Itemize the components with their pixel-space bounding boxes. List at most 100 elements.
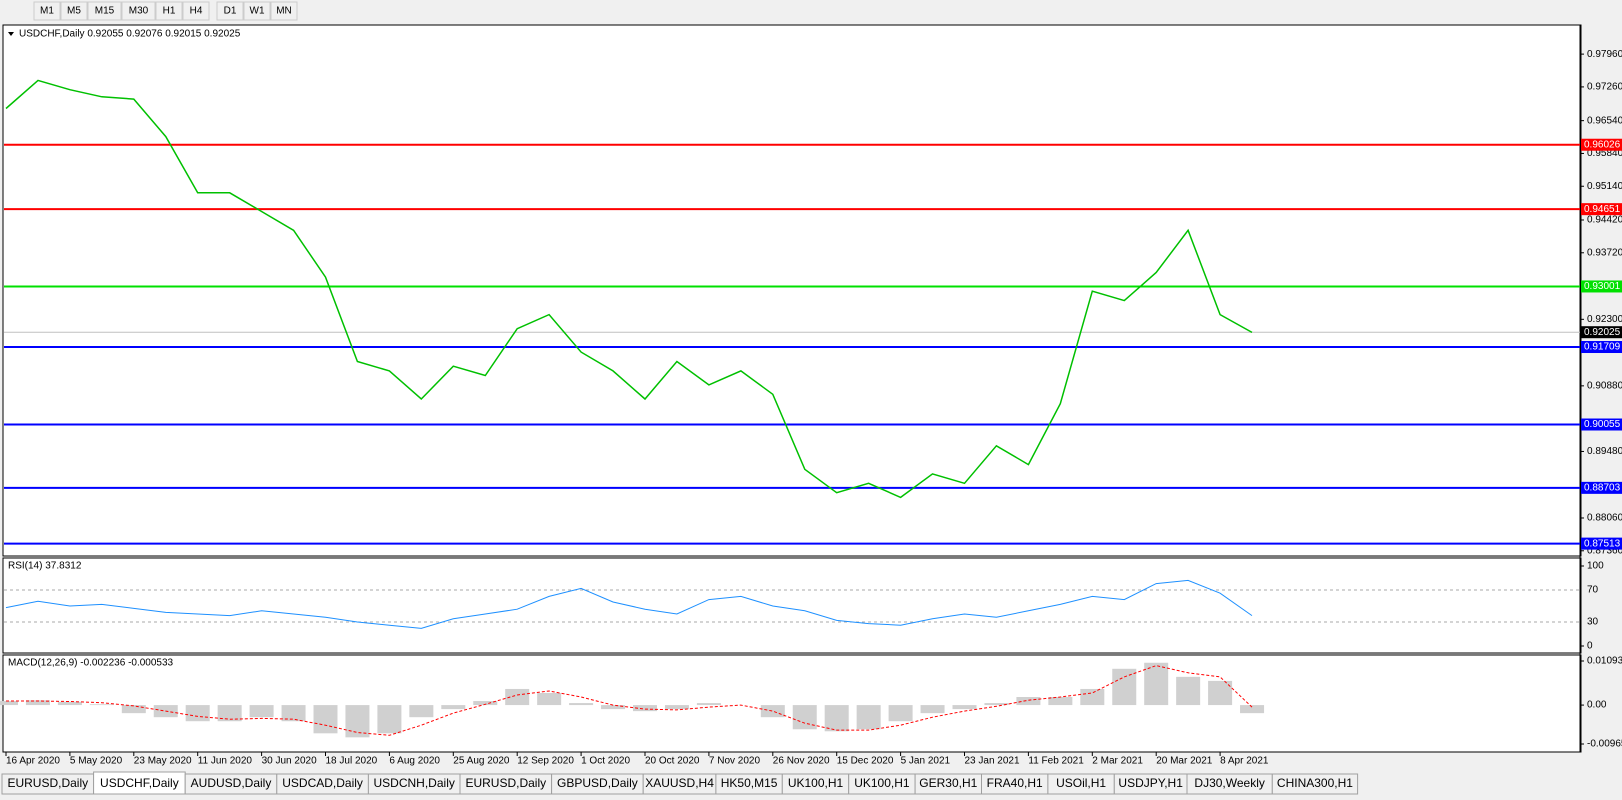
macd-bar — [249, 705, 274, 718]
timeframe-button[interactable] — [243, 1, 271, 21]
tab-label[interactable]: AUDUSD,Daily — [191, 776, 272, 790]
y-tick-label: 0.95840 — [1587, 148, 1622, 159]
menu-arrow — [8, 32, 14, 36]
level-tag — [1581, 280, 1622, 293]
macd-bar — [824, 705, 849, 732]
tab-label[interactable]: DJ30,Weekly — [1194, 776, 1264, 790]
macd-bar — [537, 692, 562, 706]
y-tick-label: 0.87360 — [1587, 545, 1622, 556]
y-tick-label: 30 — [1587, 617, 1599, 628]
timeframe-label[interactable]: M5 — [67, 6, 81, 17]
timeframe-button[interactable] — [182, 1, 210, 21]
macd-bar — [1240, 705, 1265, 714]
level-tag — [1581, 481, 1622, 494]
macd-bar — [888, 705, 913, 722]
tab-label[interactable]: USDCHF,Daily — [100, 776, 179, 790]
level-label: 0.91709 — [1584, 342, 1621, 353]
macd-bar — [217, 705, 242, 722]
timeframe-label[interactable]: M15 — [95, 6, 115, 17]
timeframe-label[interactable]: H4 — [190, 6, 203, 17]
timeframe-button[interactable] — [121, 1, 156, 21]
tab-label[interactable]: CHINA300,H1 — [1277, 776, 1353, 790]
macd-bar — [185, 705, 210, 722]
rsi-label: RSI(14) 37.8312 — [8, 561, 82, 572]
tab-label[interactable]: EURUSD,Daily — [7, 776, 88, 790]
y-tick-label: 0.92300 — [1587, 314, 1622, 325]
x-tick-label: 23 May 2020 — [134, 756, 192, 767]
x-tick-label: 2 Mar 2021 — [1092, 756, 1143, 767]
timeframe-button[interactable] — [270, 1, 298, 21]
y-tick-label: 0.010933 — [1587, 656, 1622, 667]
tab[interactable] — [1271, 773, 1359, 795]
tab-label[interactable]: HK50,M15 — [721, 776, 778, 790]
y-tick-label: 0.88060 — [1587, 513, 1622, 524]
tab-label[interactable]: USDCNH,Daily — [374, 776, 455, 790]
macd-bar — [792, 705, 817, 730]
tab-label[interactable]: UK100,H1 — [854, 776, 910, 790]
level-label: 0.88703 — [1584, 482, 1621, 493]
y-tick-label: 0.95140 — [1587, 181, 1622, 192]
macd-bar — [696, 703, 721, 706]
timeframe-label[interactable]: M30 — [129, 6, 149, 17]
macd-bar — [505, 688, 530, 706]
macd-bar — [89, 704, 114, 706]
x-tick-label: 15 Dec 2020 — [837, 756, 894, 767]
level-tag — [1581, 341, 1622, 354]
level-label: 0.94651 — [1584, 204, 1621, 215]
level-label: 0.96026 — [1584, 139, 1621, 150]
macd-bar — [1080, 688, 1105, 706]
timeframe-button[interactable] — [155, 1, 183, 21]
tab-label[interactable]: GBPUSD,Daily — [557, 776, 638, 790]
tab-label[interactable]: USOil,H1 — [1056, 776, 1106, 790]
tab-label[interactable]: UK100,H1 — [788, 776, 844, 790]
tab-label[interactable]: USDCAD,Daily — [282, 776, 363, 790]
x-tick-label: 5 May 2020 — [70, 756, 123, 767]
current-price-tag — [1581, 326, 1622, 339]
x-tick-label: 12 Sep 2020 — [517, 756, 574, 767]
timeframe-button[interactable] — [60, 1, 88, 21]
timeframe-button[interactable] — [87, 1, 122, 21]
timeframe-button[interactable] — [216, 1, 244, 21]
macd-bar — [1048, 697, 1073, 706]
y-tick-label: 0.94420 — [1587, 215, 1622, 226]
macd-bar — [984, 703, 1009, 706]
tab-label[interactable]: FRA40,H1 — [987, 776, 1043, 790]
macd-bar — [601, 705, 626, 710]
x-tick-label: 6 Aug 2020 — [389, 756, 440, 767]
x-tick-label: 23 Jan 2021 — [965, 756, 1020, 767]
current-price-label: 0.92025 — [1584, 327, 1621, 338]
macd-bar — [313, 705, 338, 734]
level-tag — [1581, 537, 1622, 550]
macd-label: MACD(12,26,9) -0.002236 -0.000533 — [8, 658, 174, 669]
tab-label[interactable]: EURUSD,Daily — [465, 776, 546, 790]
x-tick-label: 20 Mar 2021 — [1156, 756, 1213, 767]
y-tick-label: 0.90880 — [1587, 380, 1622, 391]
macd-signal — [6, 665, 1253, 736]
tab-label[interactable]: USDJPY,H1 — [1118, 776, 1183, 790]
y-tick-label: 70 — [1587, 585, 1599, 596]
timeframe-label[interactable]: H1 — [163, 6, 176, 17]
y-tick-label: 0.00 — [1587, 700, 1607, 711]
rsi-line — [5, 579, 1253, 629]
timeframe-label[interactable]: MN — [276, 6, 292, 17]
x-tick-label: 20 Oct 2020 — [645, 756, 700, 767]
macd-bar — [920, 705, 945, 714]
timeframe-button[interactable] — [33, 1, 61, 21]
level-label: 0.87513 — [1584, 538, 1621, 549]
macd-bar — [952, 705, 977, 710]
timeframe-label[interactable]: M1 — [40, 6, 54, 17]
y-tick-label: 0.97960 — [1587, 49, 1622, 60]
timeframe-label[interactable]: W1 — [250, 6, 265, 17]
y-tick-label: 0.93720 — [1587, 247, 1622, 258]
macd-bar — [57, 701, 82, 706]
macd-bar — [345, 705, 370, 738]
tab-label[interactable]: XAUUSD,H4 — [645, 776, 714, 790]
timeframe-label[interactable]: D1 — [224, 6, 237, 17]
tab-label[interactable]: GER30,H1 — [919, 776, 977, 790]
y-tick-label: 0.96540 — [1587, 115, 1622, 126]
macd-bar — [441, 705, 466, 710]
y-tick-label: -0.009653 — [1587, 739, 1622, 750]
level-tag — [1581, 418, 1622, 431]
chart-header: USDCHF,Daily 0.92055 0.92076 0.92015 0.9… — [19, 29, 241, 40]
